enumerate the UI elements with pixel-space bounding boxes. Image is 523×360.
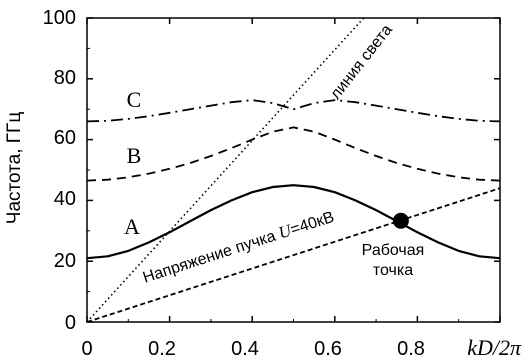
x-tick-label: 0.2 <box>148 338 176 360</box>
x-axis-title: kD/2π <box>467 335 522 360</box>
y-tick-label: 80 <box>54 67 76 89</box>
y-tick-label: 60 <box>54 127 76 149</box>
y-tick-label: 40 <box>54 188 76 210</box>
x-tick-label: 0 <box>81 338 92 360</box>
curve-label-b: B <box>127 143 142 168</box>
x-tick-label: 0.4 <box>231 338 259 360</box>
operating-point-label-line2: точка <box>373 262 413 279</box>
plot-area <box>86 17 501 323</box>
series-line-4 <box>86 187 501 323</box>
series-group <box>86 17 501 323</box>
light-line-label: линия света <box>327 21 396 102</box>
series-line-1 <box>86 126 501 182</box>
beam-label-suffix: =40кВ <box>288 209 336 239</box>
series-line-2 <box>86 99 501 123</box>
y-tick-label: 20 <box>54 250 76 272</box>
operating-point-marker <box>392 212 409 229</box>
x-tick-label: 0.8 <box>397 338 425 360</box>
operating-point-label-line1: Рабочая <box>362 242 425 259</box>
y-tick-label: 100 <box>43 7 76 29</box>
x-tick-label: 0.6 <box>314 338 342 360</box>
y-axis-title: Частота, ГГц <box>4 112 25 225</box>
curve-label-c: C <box>127 87 142 112</box>
series-line-0 <box>86 184 501 260</box>
curve-label-a: A <box>124 214 140 239</box>
beam-line-label: Напряжение пучка U=40кВ <box>140 207 336 287</box>
series-line-3 <box>86 17 365 323</box>
y-tick-label: 0 <box>65 312 76 334</box>
